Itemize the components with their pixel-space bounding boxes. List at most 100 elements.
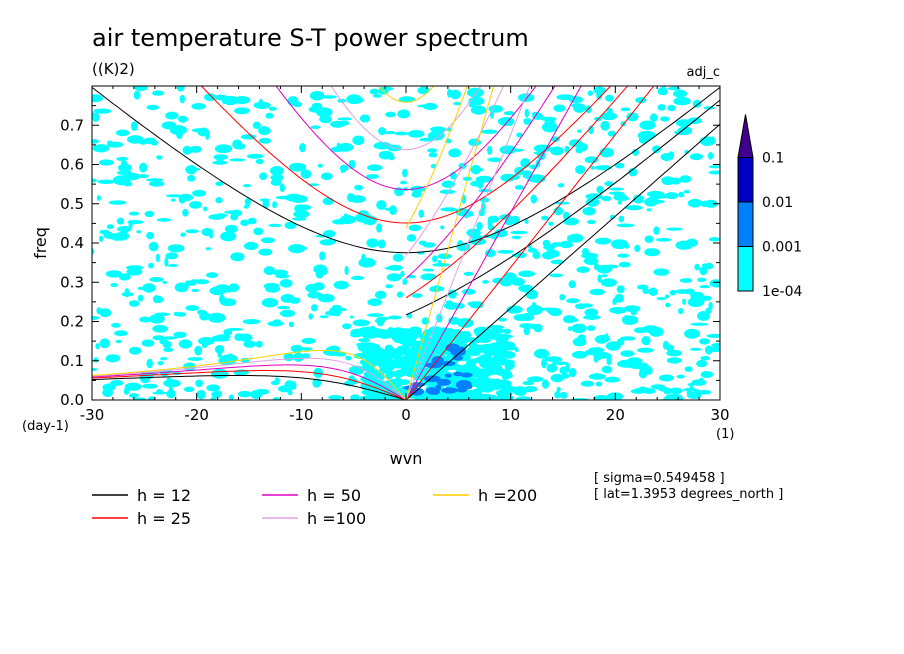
spectral-patch <box>308 313 313 320</box>
inertia-gravity-curve <box>200 86 612 224</box>
spectral-patch <box>288 244 306 254</box>
inertia-gravity-curve <box>275 86 537 191</box>
spectral-patch <box>632 194 644 204</box>
spectral-patch <box>255 158 264 165</box>
spectral-patch <box>437 259 442 266</box>
spectral-patch <box>656 297 666 301</box>
spectral-patch <box>390 348 406 354</box>
spectral-patch <box>417 86 430 95</box>
spectral-patch <box>105 270 123 278</box>
spectral-patch <box>209 233 214 239</box>
spectral-patch <box>690 322 709 326</box>
spectral-patch <box>374 290 387 299</box>
spectral-patch <box>684 328 701 339</box>
spectral-patch <box>309 90 325 101</box>
spectral-patch <box>242 319 261 325</box>
spectral-patch <box>361 253 366 261</box>
spectral-patch <box>152 324 169 333</box>
kelvin-wave-curve <box>405 86 495 400</box>
spectral-patch <box>708 170 720 175</box>
spectral-patch <box>148 241 159 252</box>
spectral-patch <box>604 376 621 383</box>
spectral-patch <box>97 179 116 184</box>
colorbar-extension <box>737 114 754 158</box>
chart-units: ((K)2) <box>92 60 135 78</box>
spectral-patch <box>585 193 603 200</box>
spectral-patch <box>376 223 383 233</box>
spectral-patch <box>214 144 233 154</box>
spectral-patch <box>338 120 350 126</box>
spectral-patch <box>215 181 224 187</box>
spectral-patch <box>352 135 365 146</box>
spectral-patch <box>596 185 604 194</box>
spectral-patch <box>347 96 364 104</box>
spectral-patch <box>649 199 665 204</box>
spectral-patch <box>262 198 270 209</box>
spectral-patch <box>666 375 672 380</box>
spectral-patch <box>152 335 165 341</box>
spectral-patch <box>550 136 560 142</box>
spectral-patch <box>263 282 280 290</box>
legend-label: h =200 <box>478 486 537 505</box>
spectral-patch <box>209 286 226 296</box>
spectral-patch <box>117 225 132 233</box>
spectral-patch <box>364 327 381 336</box>
y-tick-label: 0.0 <box>60 391 84 409</box>
spectral-patch <box>179 94 185 104</box>
spectral-patch <box>638 135 649 144</box>
spectral-patch <box>457 334 469 341</box>
spectral-patch <box>279 183 285 193</box>
spectral-patch <box>346 193 355 202</box>
spectral-patch <box>92 139 99 144</box>
spectral-patch <box>366 174 379 179</box>
spectral-patch <box>159 357 168 361</box>
spectral-patch <box>408 224 422 232</box>
spectral-patch <box>487 215 500 223</box>
spectral-patch <box>476 221 483 231</box>
colorbar: 1e-04 0.001 0.01 0.1 <box>737 114 802 300</box>
spectral-patch <box>440 207 457 212</box>
spectral-patch <box>176 86 185 92</box>
spectral-patch <box>666 344 675 352</box>
spectral-patch <box>444 302 460 310</box>
colorbar-label: 1e-04 <box>762 284 802 300</box>
spectral-patch <box>549 273 563 278</box>
spectral-patch <box>283 353 295 362</box>
spectral-patch <box>480 129 498 134</box>
spectral-patch <box>340 168 346 174</box>
spectral-patch <box>438 338 448 346</box>
spectral-patch <box>462 288 476 295</box>
spectral-patch <box>223 96 237 103</box>
spectral-patch <box>165 111 179 120</box>
spectral-patch <box>144 210 155 218</box>
spectral-patch <box>553 206 564 216</box>
spectral-patch <box>479 354 491 361</box>
spectral-patch <box>253 101 271 110</box>
spectral-patch <box>427 148 438 153</box>
spectral-patch <box>389 205 397 216</box>
spectral-patch <box>252 121 261 129</box>
colorbar-label: 0.1 <box>762 151 784 167</box>
spectral-patch <box>500 173 516 182</box>
spectral-patch <box>116 156 129 161</box>
spectral-patch <box>166 389 176 399</box>
spectral-patch <box>191 103 207 110</box>
spectral-patch <box>566 298 580 304</box>
spectral-patch <box>385 284 393 289</box>
spectral-patch <box>146 178 164 182</box>
spectral-patch <box>645 248 654 255</box>
spectral-patch <box>628 167 638 177</box>
spectral-patch <box>148 262 154 269</box>
spectral-patch <box>140 373 150 384</box>
spectral-patch <box>440 225 445 230</box>
spectral-patch <box>313 264 327 274</box>
spectral-patch <box>550 146 564 156</box>
spectral-patch <box>255 340 263 348</box>
spectral-patch <box>274 377 280 385</box>
spectral-patch <box>372 94 382 98</box>
spectral-patch <box>565 362 570 373</box>
spectral-patch <box>270 174 284 181</box>
spectral-patch <box>601 365 613 374</box>
spectral-patch <box>687 297 705 307</box>
spectral-patch <box>244 241 259 251</box>
